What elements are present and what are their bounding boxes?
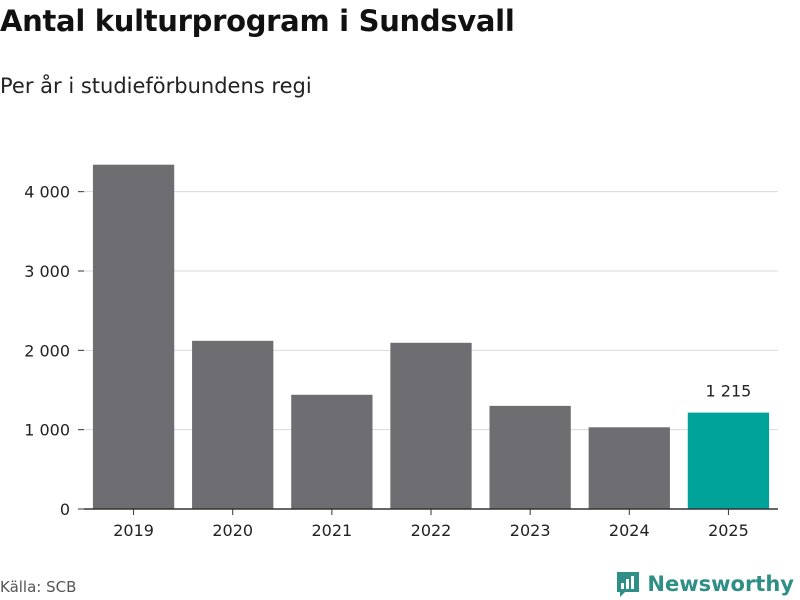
data-label: 1 215 — [706, 382, 752, 401]
bars — [92, 164, 770, 509]
y-axis-ticks: 0 1 000 2 000 3 000 4 000 — [24, 183, 84, 519]
bar-2025 — [687, 412, 770, 509]
y-tick-label: 4 000 — [24, 183, 70, 202]
x-tick-label: 2019 — [113, 521, 154, 540]
bar-2023 — [489, 405, 571, 509]
y-tick-label: 3 000 — [24, 262, 70, 281]
y-tick-label: 2 000 — [24, 341, 70, 360]
bar-2019 — [92, 164, 175, 509]
x-tick-label: 2021 — [311, 521, 352, 540]
brand-name: Newsworthy — [647, 572, 794, 596]
source-note: Källa: SCB — [0, 578, 77, 596]
chart-title: Antal kulturprogram i Sundsvall — [0, 4, 515, 38]
bar-2021 — [291, 394, 373, 509]
x-tick-label: 2022 — [411, 521, 452, 540]
bar-2022 — [390, 342, 472, 509]
data-labels: 1 215 — [706, 382, 752, 401]
x-tick-label: 2025 — [708, 521, 749, 540]
x-axis-ticks: 2019 2020 2021 2022 2023 2024 2025 — [113, 509, 749, 540]
y-tick-label: 1 000 — [24, 421, 70, 440]
x-tick-label: 2020 — [212, 521, 253, 540]
bar-2020 — [192, 340, 274, 509]
bar-2024 — [588, 427, 670, 509]
chart-subtitle: Per år i studieförbundens regi — [0, 74, 312, 98]
x-tick-label: 2024 — [609, 521, 650, 540]
brand-logo: Newsworthy — [615, 568, 794, 600]
newsworthy-logo-icon — [617, 572, 640, 597]
x-tick-label: 2023 — [510, 521, 551, 540]
y-tick-label: 0 — [60, 500, 70, 519]
